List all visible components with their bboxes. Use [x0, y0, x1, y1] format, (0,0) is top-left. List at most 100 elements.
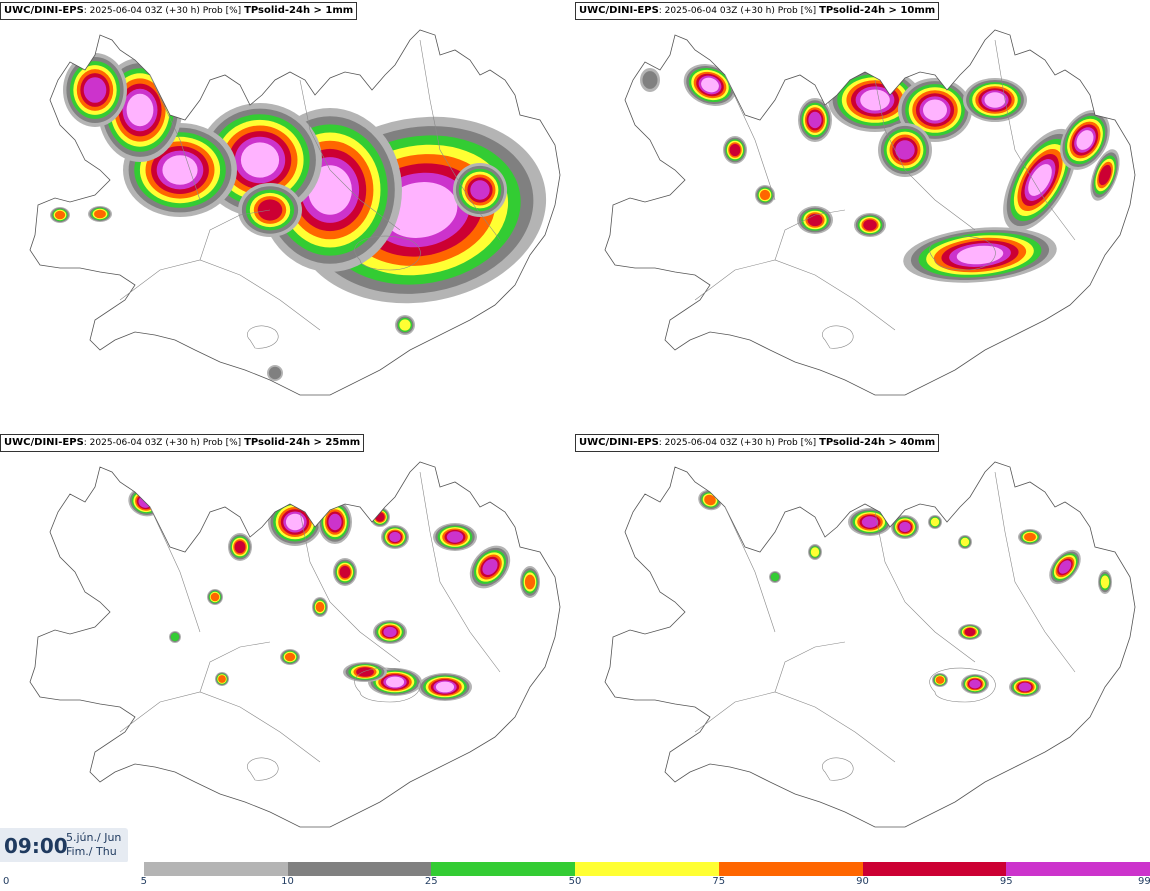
coastline [604, 461, 1136, 828]
colorbar-segment [718, 862, 863, 876]
probability-area [63, 53, 127, 127]
probability-area [520, 566, 540, 598]
probability-area [1098, 570, 1112, 594]
coastline [29, 29, 561, 396]
map-title: UWC/DINI-EPS: 2025-06-04 03Z (+30 h) Pro… [575, 2, 940, 20]
colorbar-segment [143, 862, 288, 876]
colorbar-tick-label: 99 [1138, 876, 1150, 887]
colorbar-tick-label: 5 [140, 876, 147, 887]
probability-area [1060, 110, 1110, 170]
probability-area [932, 673, 948, 687]
probability-area [640, 68, 660, 92]
run-info: 2025-06-04 03Z (+30 h) Prob [%] [664, 438, 817, 448]
map-panel-40mm: UWC/DINI-EPS: 2025-06-04 03Z (+30 h) Pro… [575, 432, 1150, 862]
colorbar-segment [287, 862, 432, 876]
probability-area [312, 597, 328, 617]
probability-area [798, 98, 832, 142]
parameter-label: TPsolid-24h > 10mm [819, 5, 936, 16]
probability-area [1090, 149, 1120, 201]
coastline [29, 461, 561, 828]
probability-area [698, 489, 722, 511]
map-title: UWC/DINI-EPS: 2025-06-04 03Z (+30 h) Pro… [575, 434, 940, 452]
probability-area [469, 545, 511, 589]
colorbar-segment [431, 862, 575, 876]
colorbar-tick-label: 50 [568, 876, 582, 887]
probability-area [891, 515, 919, 539]
iceland-map [604, 461, 1136, 828]
probability-area [333, 558, 357, 586]
probability-field [640, 64, 1120, 283]
probability-area [343, 662, 387, 682]
date-line: 5.jún./ Jun [66, 831, 122, 844]
probability-area [318, 500, 352, 544]
probability-colorbar: 0 5 10 25 50 75 90 95 99 [0, 862, 1150, 891]
probability-area [958, 535, 972, 549]
colorbar-tick-label: 75 [712, 876, 726, 887]
valid-time: 09:00 [4, 834, 68, 858]
colorbar-tick-label: 95 [999, 876, 1013, 887]
probability-area [808, 544, 822, 560]
map-panel-10mm: UWC/DINI-EPS: 2025-06-04 03Z (+30 h) Pro… [575, 0, 1150, 430]
probability-area [381, 525, 409, 549]
model-name: UWC/DINI-EPS [4, 437, 84, 448]
map-title: UWC/DINI-EPS: 2025-06-04 03Z (+30 h) Pro… [0, 2, 358, 20]
probability-area [854, 213, 886, 237]
probability-area [683, 64, 737, 106]
probability-area [797, 206, 833, 234]
probability-area [958, 624, 982, 640]
probability-area [1049, 549, 1081, 585]
probability-area [50, 207, 70, 223]
probability-area [963, 78, 1027, 122]
run-info: 2025-06-04 03Z (+30 h) Prob [%] [89, 6, 242, 16]
run-info: 2025-06-04 03Z (+30 h) Prob [%] [664, 6, 817, 16]
day-line: Fim./ Thu [66, 845, 117, 858]
valid-time-box: 09:00 5.jún./ Jun Fim./ Thu [0, 828, 128, 863]
probability-area [228, 533, 252, 561]
probability-area [723, 136, 747, 164]
probability-area [215, 672, 229, 686]
colorbar-segment [862, 862, 1007, 876]
probability-area [395, 315, 415, 335]
probability-area [373, 620, 407, 644]
parameter-label: TPsolid-24h > 1mm [244, 5, 354, 16]
probability-area [928, 515, 942, 529]
colorbar-tick-label: 25 [424, 876, 438, 887]
colorbar-segment [1006, 862, 1150, 876]
iceland-map [604, 29, 1136, 396]
probability-area [1003, 128, 1077, 232]
model-name: UWC/DINI-EPS [4, 5, 84, 16]
probability-area [370, 507, 390, 527]
coastline [604, 29, 1136, 396]
parameter-label: TPsolid-24h > 40mm [819, 437, 936, 448]
probability-area [769, 571, 781, 583]
iceland-map [29, 461, 561, 828]
probability-area [280, 649, 300, 665]
probability-area [453, 163, 507, 217]
probability-area [169, 631, 181, 643]
probability-area [848, 508, 892, 536]
probability-area [1018, 529, 1042, 545]
valid-date: 5.jún./ Jun Fim./ Thu [66, 831, 121, 859]
colorbar-segment [575, 862, 719, 876]
probability-area [903, 227, 1057, 283]
map-title: UWC/DINI-EPS: 2025-06-04 03Z (+30 h) Pro… [0, 434, 365, 452]
colorbar-tick-label: 10 [281, 876, 294, 887]
colorbar-tick-label: 0 [3, 876, 10, 887]
probability-field [698, 489, 1112, 697]
probability-area [878, 123, 932, 177]
parameter-label: TPsolid-24h > 25mm [244, 437, 361, 448]
run-info: 2025-06-04 03Z (+30 h) Prob [%] [89, 438, 242, 448]
probability-field [50, 53, 547, 381]
map-panel-25mm: UWC/DINI-EPS: 2025-06-04 03Z (+30 h) Pro… [0, 432, 575, 862]
probability-area [268, 498, 322, 546]
probability-area [1009, 677, 1041, 697]
probability-area [267, 365, 283, 381]
probability-area [418, 673, 472, 701]
iceland-map [29, 29, 561, 396]
probability-area [433, 523, 477, 551]
map-panel-1mm: UWC/DINI-EPS: 2025-06-04 03Z (+30 h) Pro… [0, 0, 575, 430]
probability-area [755, 185, 775, 205]
model-name: UWC/DINI-EPS [579, 5, 659, 16]
probability-area [961, 674, 989, 694]
colorbar-segment [0, 862, 144, 876]
